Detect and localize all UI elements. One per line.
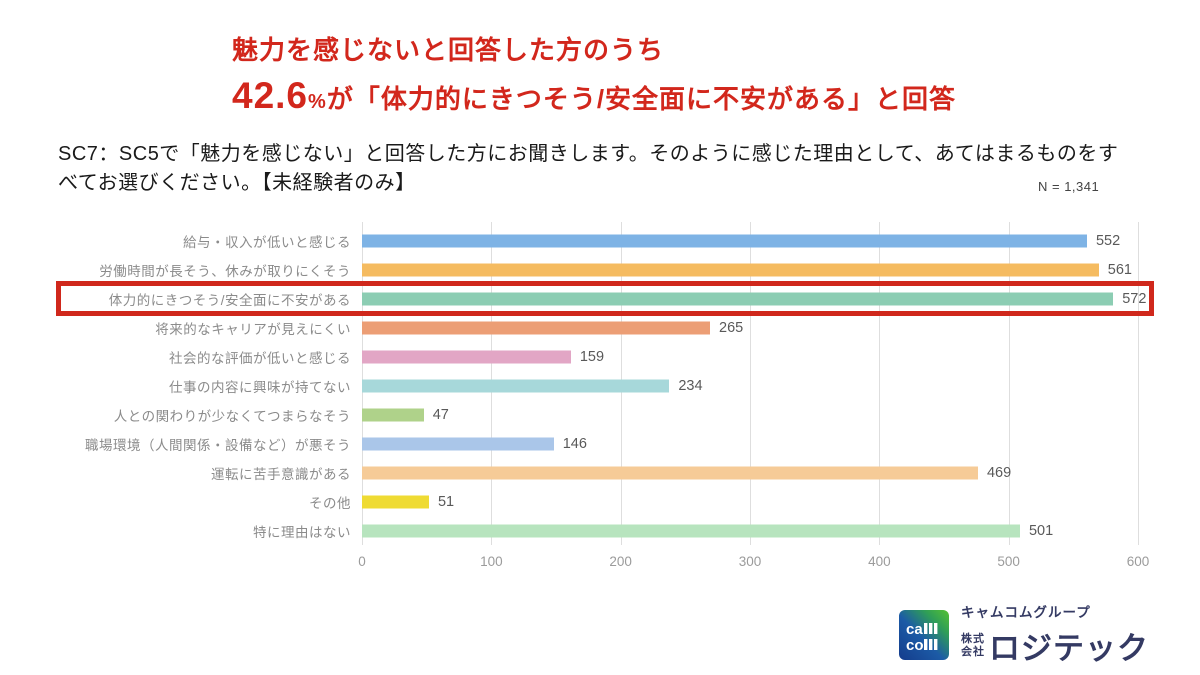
bar-fill — [362, 234, 1087, 247]
bar-chart: 給与・収入が低いと感じる 552 労働時間が長そう、休みが取りにくそう 561 体力的に… — [56, 222, 1154, 571]
title-percentage-value: 42.6 — [232, 75, 309, 116]
category-label: 将来的なキャリアが見えにくい — [155, 321, 351, 337]
bar-value-label: 159 — [579, 348, 605, 365]
company-branding: ca co キャムコムグループ 株式 会社 ロジテック — [898, 601, 1149, 668]
page-title: 魅力を感じないと回答した方のうち 42.6%が「体力的にきつそう/安全面に不安が… — [232, 30, 956, 117]
bar-fill — [362, 437, 554, 450]
bar-row: 社会的な評価が低いと感じる 159 — [58, 342, 1150, 371]
brand-company-name: ロジテック — [989, 631, 1149, 666]
logo-letters-line1: ca — [906, 621, 923, 638]
brand-prefix-line2: 会社 — [961, 645, 985, 658]
x-axis-tick-label: 500 — [997, 554, 1020, 569]
bar-track: 234 — [362, 371, 1150, 400]
bar-row: 運転に苦手意識がある 469 — [58, 458, 1150, 487]
bar-value-label: 561 — [1107, 261, 1132, 278]
bar-value-label: 265 — [719, 319, 744, 336]
category-label: 人との関わりが少なくてつまらなそう — [113, 408, 351, 424]
title-percent-sign: % — [308, 91, 327, 113]
category-label: 職場環境（人間関係・設備など）が悪そう — [85, 437, 351, 453]
bar-row-highlighted: 体力的にきつそう/安全面に不安がある 572 — [56, 281, 1154, 316]
bar-value-label: 552 — [1095, 232, 1121, 249]
category-label: 運転に苦手意識がある — [211, 466, 351, 482]
bar-value-label: 572 — [1122, 290, 1147, 307]
bar-row: 仕事の内容に興味が持てない 234 — [58, 371, 1150, 400]
x-axis-tick-label: 600 — [1126, 554, 1150, 569]
plot-area: 給与・収入が低いと感じる 552 労働時間が長そう、休みが取りにくそう 561 体力的に… — [56, 222, 1154, 545]
bar-value-label: 51 — [437, 493, 455, 510]
bar-row: 労働時間が長そう、休みが取りにくそう 561 — [58, 255, 1150, 284]
brand-prefix-line1: 株式 — [961, 632, 985, 645]
bar-row: 特に理由はない 501 — [58, 516, 1150, 545]
bar-track: 572 — [362, 284, 1150, 313]
category-label: 特に理由はない — [253, 524, 351, 540]
survey-question-text: SC7：SC5で「魅力を感じない」と回答した方にお聞きします。そのように感じた理… — [58, 143, 1119, 194]
bar-fill — [362, 524, 1020, 537]
bar-row: 職場環境（人間関係・設備など）が悪そう 146 — [58, 429, 1150, 458]
bar-track: 146 — [362, 429, 1150, 458]
category-label: 体力的にきつそう/安全面に不安がある — [108, 292, 351, 308]
x-axis-tick-label: 400 — [868, 554, 891, 569]
category-label: 社会的な評価が低いと感じる — [169, 350, 351, 366]
title-line2-rest: が「体力的にきつそう/安全面に不安がある」と回答 — [326, 84, 957, 114]
category-label: 仕事の内容に興味が持てない — [169, 379, 351, 395]
x-axis-tick-label: 100 — [480, 554, 503, 569]
bar-fill — [362, 263, 1099, 276]
bar-value-label: 47 — [432, 406, 449, 423]
bar-fill — [362, 495, 429, 508]
bar-track: 552 — [362, 226, 1150, 255]
bar-fill — [362, 408, 424, 421]
brand-group-name: キャムコムグループ — [961, 605, 1091, 620]
title-line1: 魅力を感じないと回答した方のうち — [232, 35, 665, 65]
bar-row: その他 51 — [58, 487, 1150, 516]
bar-row: 将来的なキャリアが見えにくい 265 — [58, 313, 1150, 342]
bar-track: 265 — [362, 313, 1150, 342]
brand-company-prefix: 株式 会社 — [961, 633, 985, 658]
bar-track: 469 — [362, 458, 1150, 487]
bar-fill — [362, 321, 711, 334]
bar-track: 159 — [362, 342, 1150, 371]
bar-value-label: 469 — [986, 464, 1012, 481]
brand-company: 株式 会社 ロジテック — [961, 623, 1149, 668]
category-label: 労働時間が長そう、休みが取りにくそう — [99, 263, 351, 279]
brand-text: キャムコムグループ 株式 会社 ロジテック — [961, 601, 1149, 668]
sample-size-label: N = 1,341 — [1038, 179, 1100, 194]
bar-fill — [362, 379, 670, 392]
camcom-logo-icon: ca co — [899, 609, 949, 660]
x-axis-tick-label: 300 — [738, 554, 762, 569]
category-label: 給与・収入が低いと感じる — [183, 234, 351, 250]
bar-rows: 給与・収入が低いと感じる 552 労働時間が長そう、休みが取りにくそう 561 体力的に… — [56, 222, 1154, 545]
title-line2: 42.6%が「体力的にきつそう/安全面に不安がある」と回答 — [232, 75, 956, 117]
bar-track: 51 — [362, 487, 1150, 516]
bar-row: 給与・収入が低いと感じる 552 — [58, 226, 1150, 255]
bar-value-label: 146 — [562, 435, 587, 452]
bar-fill — [362, 292, 1114, 305]
bar-row: 人との関わりが少なくてつまらなそう 47 — [58, 400, 1150, 429]
bar-track: 561 — [362, 255, 1150, 284]
bar-value-label: 501 — [1028, 522, 1054, 539]
bar-track: 501 — [362, 516, 1150, 545]
bar-track: 47 — [362, 400, 1150, 429]
x-axis: 0 100 200 300 400 500 600 — [358, 545, 1149, 571]
bar-fill — [362, 466, 978, 479]
category-label: その他 — [309, 495, 351, 511]
x-axis-tick-label: 200 — [609, 554, 632, 569]
bar-fill — [362, 350, 571, 363]
x-axis-tick-label: 0 — [358, 554, 366, 569]
logo-letters-line2: co — [906, 637, 924, 654]
bar-value-label: 234 — [678, 377, 703, 394]
